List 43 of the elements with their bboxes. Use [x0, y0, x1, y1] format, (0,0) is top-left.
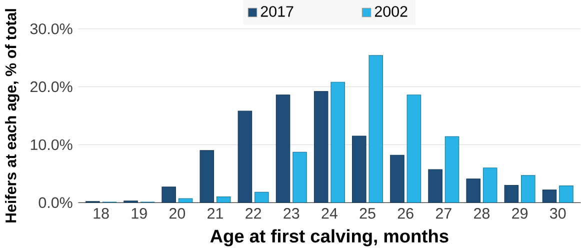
bar	[314, 90, 328, 202]
bar	[238, 110, 252, 202]
y-tick-label: 30.0%	[30, 23, 72, 34]
x-tick-label: 19	[132, 208, 147, 219]
x-tick-label: 24	[322, 208, 338, 218]
bar	[200, 150, 214, 202]
x-tick-label: 29	[512, 208, 528, 219]
y-axis-title: Heifers at each age, % of total	[5, 8, 20, 222]
bar	[352, 136, 366, 202]
bar	[216, 196, 231, 202]
bar	[330, 82, 345, 202]
x-tick-label: 30	[550, 208, 566, 219]
x-tick-label: 27	[436, 208, 452, 218]
bar	[178, 198, 193, 202]
bar	[368, 55, 384, 202]
bar	[444, 136, 460, 202]
y-tick-label: 10.0%	[30, 139, 72, 150]
x-tick-label: 22	[246, 208, 262, 218]
x-axis-title: Age at first calving, months	[210, 229, 448, 246]
bar	[466, 178, 481, 202]
bar	[292, 152, 307, 202]
x-tick-label: 18	[94, 208, 109, 219]
bar	[521, 174, 536, 202]
x-tick-label: 21	[208, 208, 223, 218]
x-tick-label: 20	[169, 208, 186, 219]
x-tick-label: 26	[398, 208, 414, 219]
x-tick-label: 28	[474, 208, 490, 219]
bar	[254, 192, 269, 202]
y-tick-label: 20.0%	[30, 81, 72, 92]
bar	[428, 169, 442, 202]
x-tick-label: 25	[360, 208, 376, 219]
legend-label: 2002	[374, 6, 408, 17]
bar	[406, 94, 422, 202]
bar	[390, 154, 404, 202]
y-tick-label: 0.0%	[38, 197, 72, 208]
legend-label: 2017	[260, 6, 294, 17]
bar	[542, 189, 557, 202]
bar	[559, 185, 574, 202]
bar	[162, 186, 176, 202]
bar	[276, 94, 290, 202]
bar	[504, 184, 519, 202]
x-tick-label: 23	[284, 208, 300, 219]
bar	[482, 167, 498, 202]
